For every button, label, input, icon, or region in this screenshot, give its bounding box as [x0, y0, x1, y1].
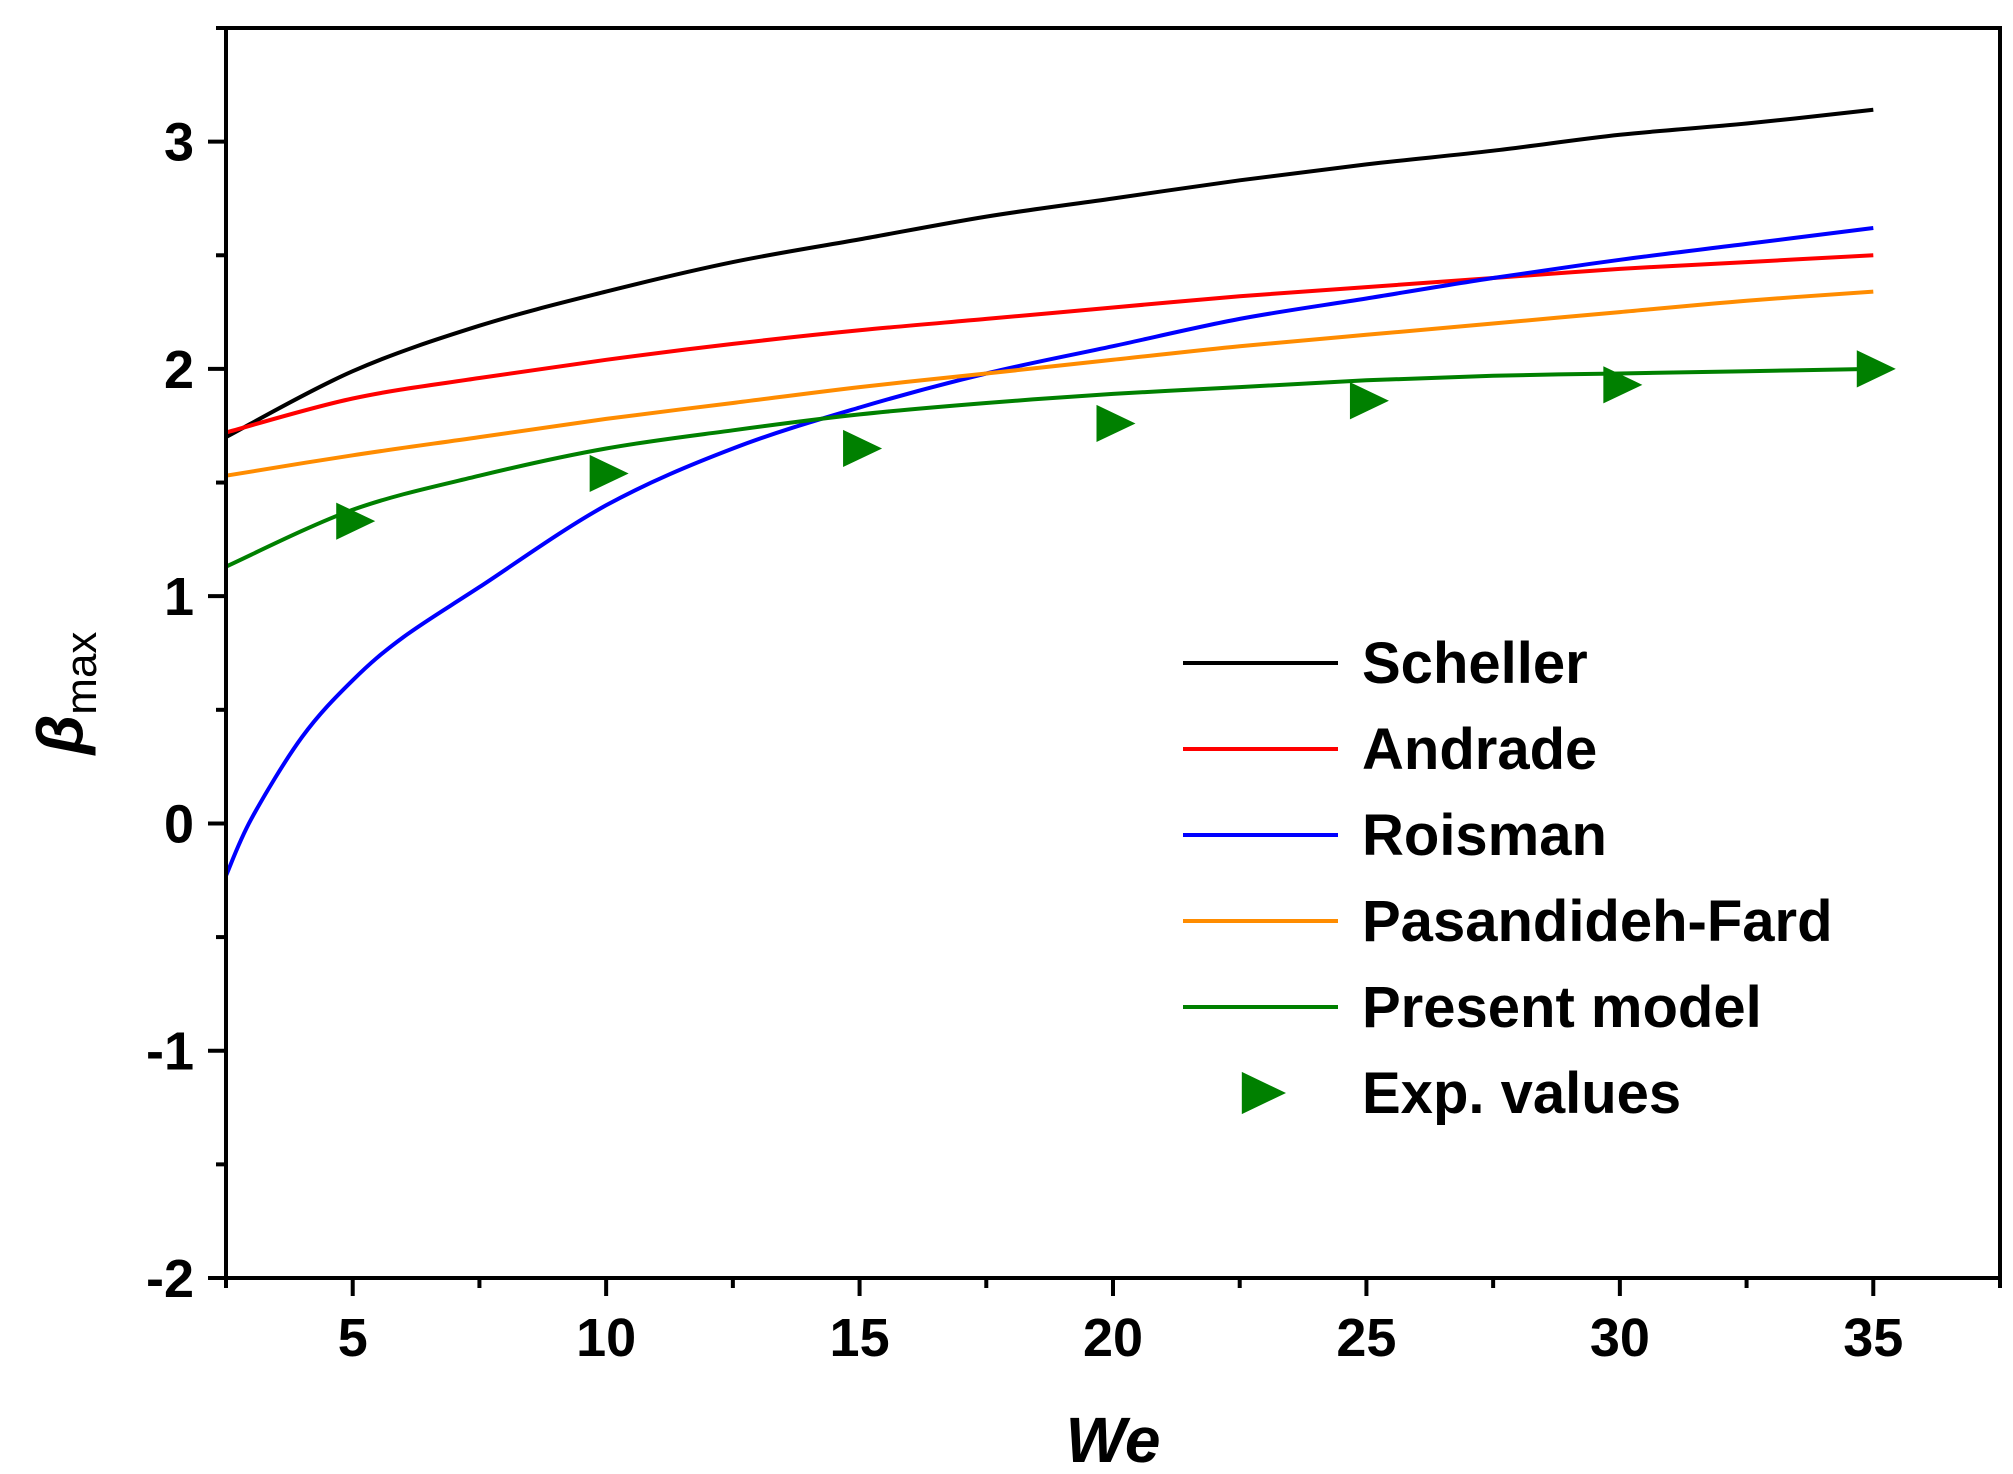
legend-swatch [1241, 1071, 1286, 1115]
legend-label: Scheller [1362, 631, 1588, 696]
data-point-exp-values [589, 454, 629, 493]
y-tick-label: -2 [146, 1249, 194, 1309]
legend-label: Present model [1362, 975, 1762, 1040]
y-tick-label: 0 [164, 794, 194, 854]
data-point-exp-values [336, 502, 376, 540]
data-point-exp-values [1349, 382, 1389, 420]
y-tick-label: 2 [164, 340, 194, 400]
series-line-pasandideh-fard [225, 289, 1874, 478]
y-axis-label-sub: max [57, 632, 106, 715]
data-point-exp-values [1856, 350, 1896, 388]
x-tick-label: 30 [1590, 1308, 1650, 1368]
x-tick-label: 25 [1336, 1308, 1396, 1368]
x-tick-label: 15 [830, 1308, 890, 1368]
legend-label: Pasandideh-Fard [1362, 889, 1833, 954]
axis-ticks [208, 26, 2002, 1296]
data-point-exp-values [1096, 404, 1136, 443]
x-tick-label: 10 [576, 1308, 636, 1368]
legend-label: Roisman [1362, 803, 1607, 868]
series-line-andrade [225, 253, 1874, 435]
data-point-exp-values [843, 429, 883, 468]
x-tick-label: 20 [1083, 1308, 1143, 1368]
y-tick-label: 1 [164, 567, 194, 627]
series-line-scheller [225, 107, 1874, 439]
legend-label: Andrade [1362, 717, 1597, 782]
x-tick-label: 5 [338, 1308, 368, 1368]
y-axis-label: βmax [24, 632, 106, 757]
series-layer [224, 107, 1896, 877]
legend-label: Exp. values [1362, 1061, 1681, 1126]
series-line-present-model [225, 366, 1874, 569]
plot-frame [224, 26, 2002, 1280]
x-axis-label: We [1066, 1404, 1161, 1474]
y-tick-label: -1 [146, 1022, 194, 1082]
data-point-exp-values [1603, 366, 1643, 404]
y-tick-label: 3 [164, 113, 194, 173]
x-tick-label: 35 [1843, 1308, 1903, 1368]
axis-tick-labels: 5 10 15 20 25 30 35 -2 -1 0 1 2 3 [146, 113, 1903, 1368]
legend: Scheller Andrade Roisman Pasandideh-Fard Pre… [1183, 631, 1833, 1126]
series-line-roisman [224, 226, 1874, 877]
y-axis-label-main: β [24, 715, 96, 757]
